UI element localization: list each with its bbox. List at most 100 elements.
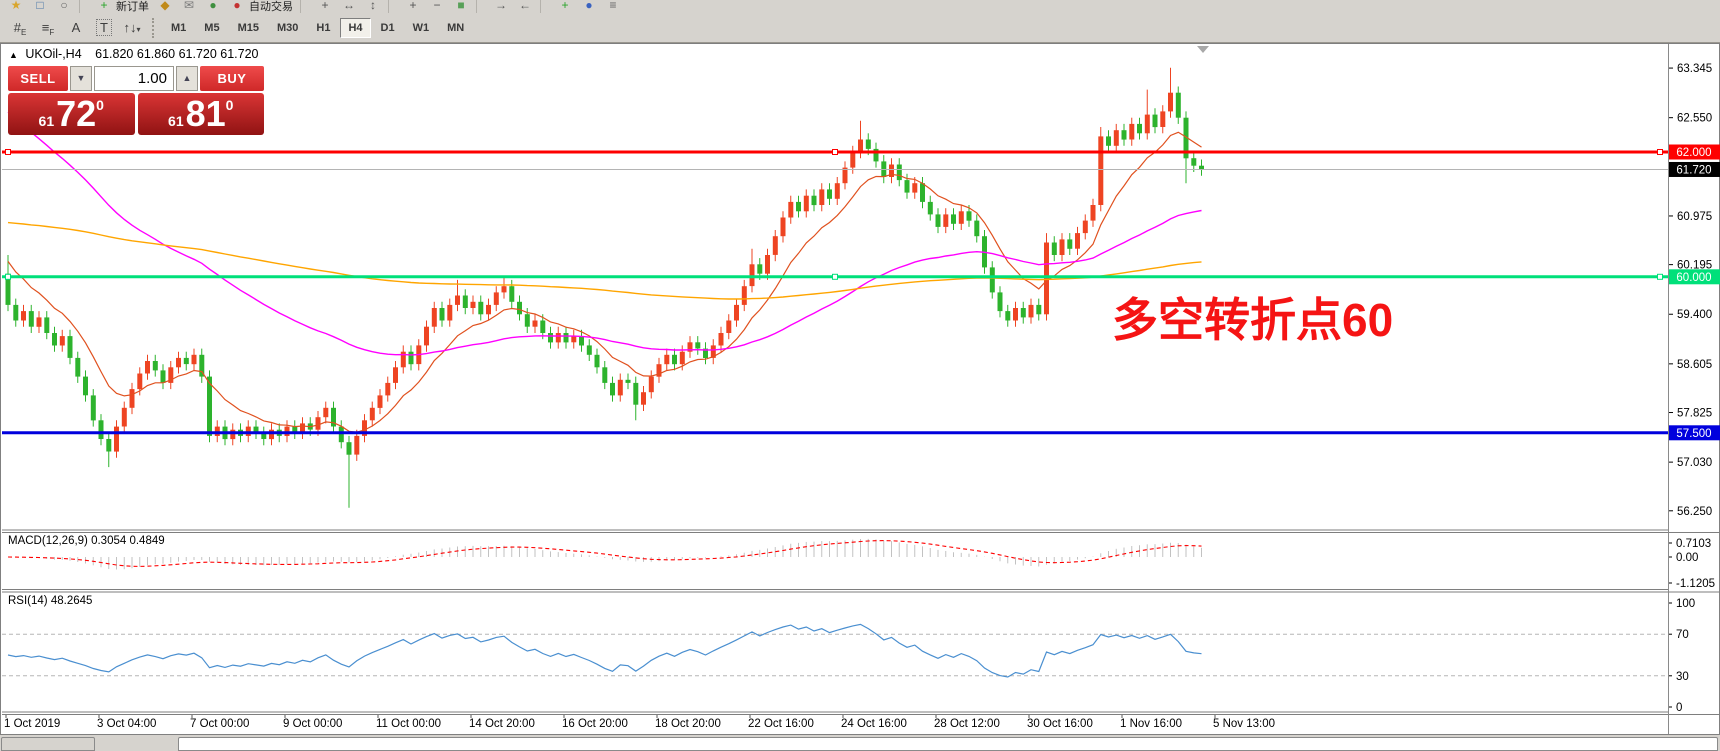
- frame-group: [0, 43, 1720, 734]
- sell-price-sup: 0: [96, 97, 104, 113]
- slow-ma-line: [7, 221, 1202, 300]
- tf-button-M5[interactable]: M5: [204, 21, 220, 34]
- time-axis-label: 22 Oct 16:00: [748, 718, 814, 730]
- svg-text:60.975: 60.975: [1677, 211, 1712, 223]
- candles-group: [5, 67, 1204, 508]
- time-axis-label: 9 Oct 00:00: [283, 718, 342, 730]
- time-axis-label: 24 Oct 16:00: [841, 718, 907, 730]
- sell-price-prefix: 61: [38, 113, 55, 129]
- mailbox-icon[interactable]: ✉: [183, 0, 195, 12]
- zoom-in-icon[interactable]: +: [409, 0, 417, 12]
- tf-button-D1[interactable]: D1: [380, 21, 395, 34]
- collapse-triangle-icon[interactable]: ▲: [9, 50, 18, 60]
- macd-signal-line: [7, 540, 1202, 567]
- svg-text:60.195: 60.195: [1677, 260, 1712, 272]
- sell-price-panel[interactable]: 61 72 0: [8, 93, 135, 135]
- macd-name: MACD(12,26,9): [8, 535, 88, 547]
- svg-text:0: 0: [1676, 702, 1682, 714]
- tf-button-M15[interactable]: M15: [237, 21, 259, 34]
- drawing-tools-group: #E ≡F A T ↑↓▾: [6, 17, 146, 39]
- time-axis-label: 1 Nov 16:00: [1120, 718, 1182, 730]
- time-axis-label: 3 Oct 04:00: [97, 718, 156, 730]
- volume-input[interactable]: [94, 66, 174, 91]
- chart-window: [0, 43, 1720, 747]
- time-axis-label: 7 Oct 00:00: [190, 718, 249, 730]
- macd-values: 0.3054 0.4849: [91, 535, 165, 547]
- time-axis-label: 16 Oct 20:00: [562, 718, 628, 730]
- macd-pane-group: 0.7103 0.00 -1.1205: [7, 538, 1715, 590]
- svg-text:57.825: 57.825: [1677, 408, 1712, 420]
- svg-text:0.7103: 0.7103: [1676, 538, 1711, 550]
- autotrading-icon-label[interactable]: 自动交易: [249, 1, 293, 13]
- autoscroll-icon[interactable]: →: [495, 0, 507, 12]
- toolbar-separator: [540, 0, 550, 13]
- tf-button-M1[interactable]: M1: [171, 21, 187, 34]
- arrow-symbols-tool[interactable]: ↑↓▾: [123, 19, 141, 35]
- text-box-tool[interactable]: T: [91, 17, 117, 39]
- volume-decrease-button[interactable]: ▼: [70, 66, 92, 91]
- timeframe-buttons-group: M1 M5 M15 M30 H1 H4 D1 W1 MN: [162, 17, 473, 38]
- one-click-trading-panel: SELL ▼ ▲ BUY 61 72 0 61 81 0: [8, 66, 264, 135]
- tf-button-MN[interactable]: MN: [447, 21, 465, 34]
- chart-shift-icon[interactable]: ←: [519, 0, 531, 12]
- svg-text:70: 70: [1676, 629, 1689, 641]
- new-window-icon[interactable]: □: [36, 0, 44, 12]
- crosshair-icon[interactable]: +: [321, 0, 329, 12]
- tile-windows-icon[interactable]: ■: [457, 0, 465, 12]
- buy-button[interactable]: BUY: [200, 66, 264, 91]
- new-order-icon-label[interactable]: 新订单: [116, 1, 149, 13]
- fibonacci-tool[interactable]: ≡F: [41, 19, 55, 37]
- svg-text:57.500: 57.500: [1676, 428, 1711, 440]
- tf-button-M30[interactable]: M30: [276, 21, 299, 34]
- market-icon[interactable]: ●: [209, 0, 217, 12]
- time-axis-label: 28 Oct 12:00: [934, 718, 1000, 730]
- tf-button-W1[interactable]: W1: [412, 21, 430, 34]
- svg-text:61.720: 61.720: [1676, 164, 1711, 176]
- buy-price-prefix: 61: [168, 113, 184, 129]
- tf-button-H1[interactable]: H1: [316, 21, 331, 34]
- buy-price-big: 81: [185, 93, 226, 134]
- help-icon[interactable]: ●: [585, 0, 593, 12]
- horizontal-lines-group: 61.720 62.000 60.000 57.500: [2, 144, 1720, 441]
- chart-shift-marker[interactable]: [1197, 46, 1209, 53]
- svg-text:100: 100: [1676, 598, 1695, 610]
- time-axis-label: 11 Oct 00:00: [376, 718, 441, 730]
- rsi-line: [7, 623, 1202, 678]
- time-axis-label: 30 Oct 16:00: [1027, 718, 1093, 730]
- svg-text:58.605: 58.605: [1677, 359, 1712, 371]
- add-indicator-icon[interactable]: +: [561, 0, 569, 12]
- zoom-out-icon[interactable]: −: [433, 0, 441, 12]
- volume-increase-button[interactable]: ▲: [176, 66, 198, 91]
- sell-button[interactable]: SELL: [8, 66, 68, 91]
- template-icon[interactable]: ≡: [609, 0, 617, 12]
- svg-text:62.550: 62.550: [1677, 113, 1712, 125]
- vertical-cursor-icon[interactable]: ↕: [370, 0, 376, 12]
- autotrading-icon[interactable]: ●: [233, 0, 241, 12]
- text-label-tool[interactable]: A: [71, 19, 81, 35]
- svg-text:57.030: 57.030: [1677, 457, 1712, 469]
- chart-ohlc-values: 61.820 61.860 61.720 61.720: [95, 47, 259, 61]
- macd-indicator-label: MACD(12,26,9) 0.3054 0.4849: [8, 535, 165, 547]
- cursor-icon[interactable]: ↔: [343, 0, 355, 12]
- buy-price-panel[interactable]: 61 81 0: [137, 93, 264, 135]
- toolbar-separator: [152, 17, 154, 38]
- tf-button-H4[interactable]: H4: [340, 17, 371, 38]
- bottom-tab-main[interactable]: [178, 737, 1718, 751]
- bottom-tab-left[interactable]: [1, 737, 95, 751]
- search-icon[interactable]: ○: [60, 0, 68, 12]
- fast-ma-line: [7, 131, 1202, 433]
- ma-lines-group: [7, 111, 1202, 433]
- favorites-star-icon[interactable]: ★: [10, 0, 22, 12]
- new-order-icon[interactable]: +: [100, 0, 108, 12]
- svg-text:60.000: 60.000: [1676, 272, 1711, 284]
- crosshatch-channel-tool[interactable]: #E: [13, 19, 27, 37]
- medium-ma-line: [7, 111, 1202, 356]
- rsi-pane-group: 100 70 30 0: [2, 598, 1695, 714]
- toolbar-main: ★ □ ○ + 新订单 ◆ ✉ ● ● 自动交易 + ↔ ↕ + − ■ → ← + ● ≡: [0, 0, 1720, 13]
- toolbar-separator: [476, 0, 486, 13]
- svg-text:0.00: 0.00: [1676, 552, 1698, 564]
- svg-text:63.345: 63.345: [1677, 63, 1712, 75]
- toolbar-drawing-timeframes: #E ≡F A T ↑↓▾ M1 M5 M15 M30 H1 H4 D1 W1 MN: [0, 13, 1720, 43]
- chart-profiles-icon[interactable]: ◆: [160, 0, 170, 12]
